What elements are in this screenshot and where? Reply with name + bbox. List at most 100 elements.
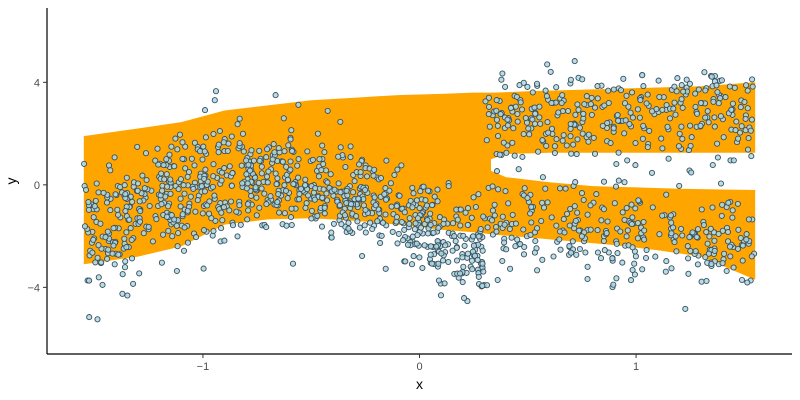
scatter-point (296, 196, 303, 203)
scatter-point (140, 230, 147, 237)
scatter-point (255, 179, 262, 186)
scatter-point (429, 202, 436, 209)
scatter-point (263, 224, 270, 231)
scatter-point (98, 259, 105, 266)
scatter-point (553, 136, 560, 143)
scatter-point (275, 145, 282, 152)
scatter-point (578, 190, 586, 197)
scatter-point (461, 242, 468, 249)
scatter-point (520, 251, 528, 258)
scatter-point (331, 186, 338, 193)
scatter-point (542, 87, 549, 94)
scatter-point (576, 245, 583, 253)
scatter-point (289, 260, 297, 267)
scatter-point (182, 143, 189, 150)
scatter-point (562, 185, 569, 192)
scatter-point (508, 234, 515, 241)
scatter-point (594, 83, 601, 90)
scatter-point (175, 229, 182, 237)
scatter-point (287, 166, 294, 173)
scatter-point (694, 110, 701, 117)
scatter-point (714, 140, 721, 147)
scatter-point (276, 209, 283, 216)
scatter-point (407, 197, 414, 204)
scatter-point (226, 163, 233, 170)
scatter-point (609, 255, 616, 262)
scatter-point (646, 127, 653, 134)
scatter-point (747, 127, 754, 134)
scatter-point (537, 120, 544, 127)
scatter-point (639, 266, 646, 273)
scatter-point (550, 253, 557, 260)
scatter-point (605, 99, 612, 107)
scatter-point (202, 134, 209, 141)
scatter-point (594, 249, 601, 256)
scatter-point (337, 144, 344, 151)
scatter-point (548, 214, 555, 221)
scatter-point (668, 265, 675, 272)
scatter-point (168, 143, 175, 150)
scatter-point (469, 266, 476, 273)
scatter-point (709, 161, 716, 169)
scatter-point (521, 185, 528, 192)
scatter-point (430, 229, 437, 236)
scatter-point (707, 225, 714, 232)
scatter-point (179, 211, 186, 218)
scatter-point (644, 144, 651, 151)
scatter-point (695, 86, 702, 93)
scatter-point (309, 156, 316, 163)
scatter-point (315, 173, 322, 180)
scatter-point (174, 243, 181, 250)
scatter-point (460, 232, 467, 239)
scatter-point (685, 255, 692, 262)
scatter-point (672, 233, 679, 240)
scatter-point (253, 194, 260, 201)
scatter-point (702, 114, 709, 121)
scatter-point (574, 101, 581, 108)
scatter-point (256, 157, 263, 164)
scatter-point (485, 111, 492, 118)
scatter-point (572, 111, 579, 118)
scatter-point (237, 221, 244, 228)
scatter-point (569, 238, 576, 245)
scatter-point (90, 236, 97, 243)
scatter-point (451, 233, 458, 240)
scatter-point (568, 150, 575, 157)
scatter-point (434, 186, 441, 193)
scatter-point (202, 166, 209, 173)
scatter-point (584, 211, 591, 218)
scatter-point (659, 145, 666, 152)
scatter-point (729, 214, 736, 221)
scatter-point (459, 254, 466, 261)
scatter-point (517, 99, 524, 106)
scatter-point (243, 185, 250, 192)
scatter-point (176, 131, 184, 138)
scatter-point (105, 246, 112, 253)
scatter-point (627, 109, 634, 116)
scatter-point (565, 107, 572, 115)
scatter-point (171, 163, 178, 170)
scatter-point (134, 187, 141, 194)
scatter-point (248, 192, 255, 199)
scatter-point (192, 208, 199, 215)
scatter-point (435, 260, 442, 267)
scatter-point (480, 213, 487, 220)
scatter-point (531, 104, 538, 111)
scatter-point (416, 205, 423, 212)
scatter-point (229, 222, 237, 229)
scatter-point (95, 274, 102, 281)
scatter-point (123, 244, 130, 251)
scatter-point (159, 187, 166, 194)
scatter-point (511, 152, 518, 159)
scatter-point (678, 96, 685, 103)
scatter-point (710, 98, 717, 105)
scatter-point (575, 227, 582, 234)
scatter-point (715, 100, 722, 107)
scatter-point (733, 118, 740, 125)
scatter-point (656, 93, 663, 101)
scatter-point (497, 111, 504, 118)
scatter-point (93, 180, 100, 187)
scatter-point (121, 235, 128, 242)
scatter-point (636, 114, 643, 121)
scatter-point (700, 221, 707, 229)
